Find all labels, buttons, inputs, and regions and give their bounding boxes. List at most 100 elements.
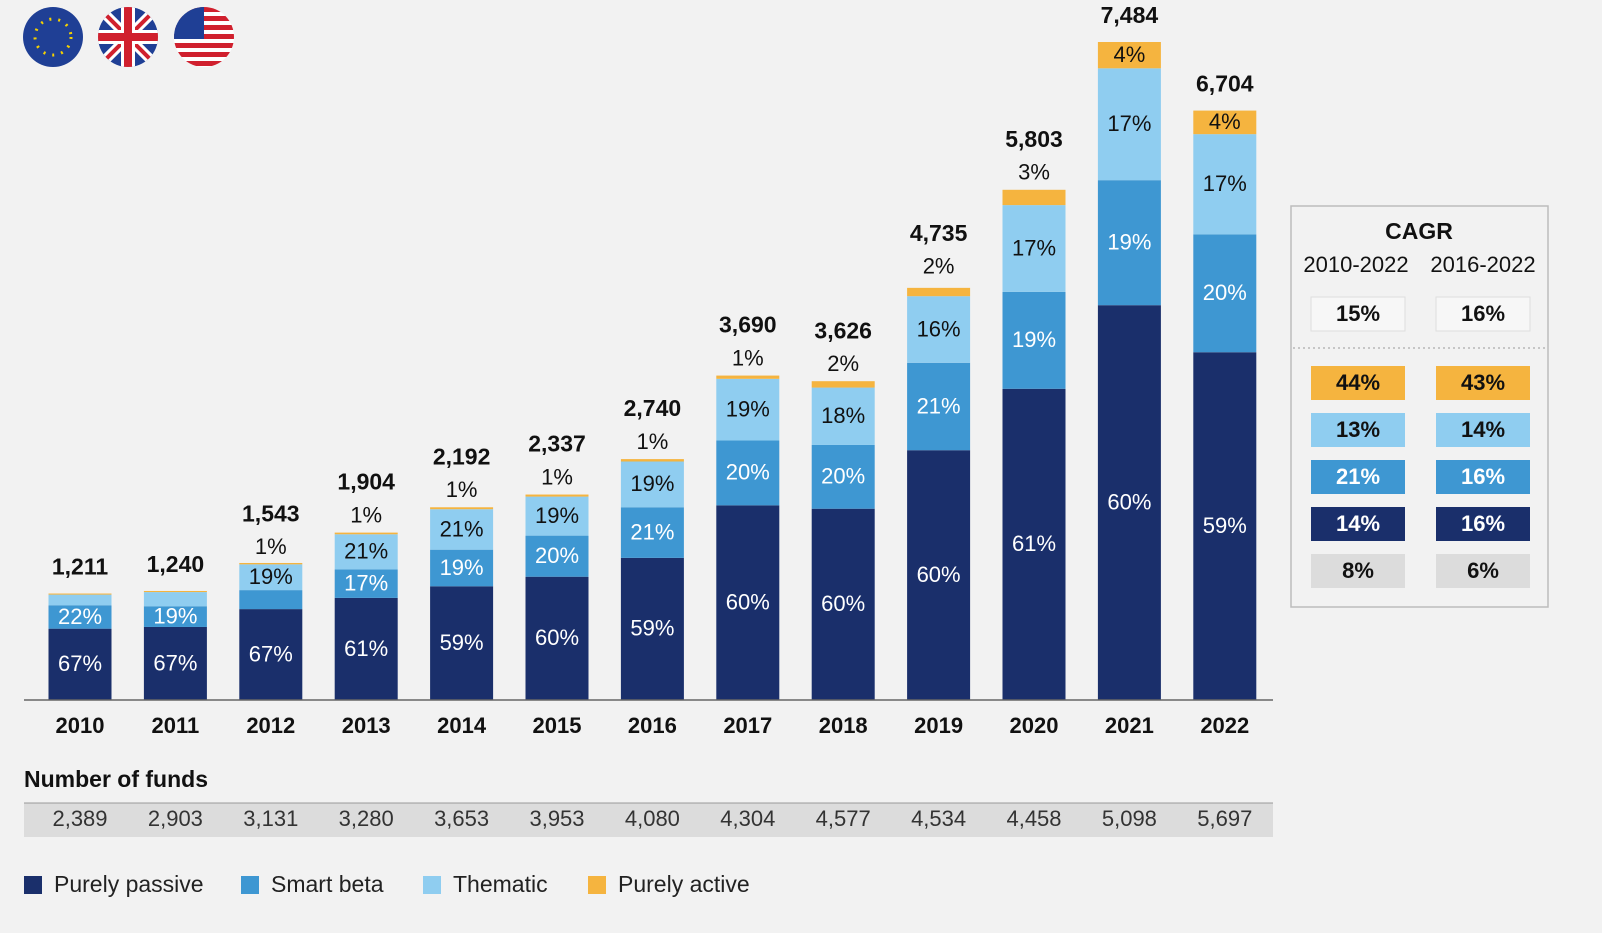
bar-segment	[334, 532, 398, 535]
segment-label: 60%	[1107, 489, 1151, 514]
funds-value: 3,131	[243, 806, 298, 831]
cagr-value: 16%	[1461, 511, 1505, 536]
segment-label: 17%	[344, 570, 388, 595]
segment-label: 20%	[821, 464, 865, 489]
bar-segment	[1002, 291, 1066, 389]
cagr-value: 16%	[1461, 301, 1505, 326]
bar-segment	[1193, 352, 1257, 700]
x-tick-label: 2016	[628, 713, 677, 738]
bar-segment	[48, 594, 112, 606]
segment-label: 1%	[541, 464, 573, 489]
bar-segment	[811, 444, 875, 509]
bar-segment	[430, 509, 494, 550]
bar-segment	[525, 496, 589, 536]
total-label: 3,626	[814, 317, 872, 343]
total-label: 1,904	[337, 469, 395, 495]
cagr-box	[1311, 554, 1405, 588]
bar-segment	[525, 494, 589, 497]
segment-label: 1%	[446, 477, 478, 502]
bar-segment	[1097, 68, 1161, 181]
bar-segment	[143, 606, 207, 627]
bar-segment	[334, 569, 398, 598]
segment-label: 20%	[726, 460, 770, 485]
segment-label: 19%	[1012, 327, 1056, 352]
cagr-value: 14%	[1461, 417, 1505, 442]
bar-segment	[430, 549, 494, 587]
funds-value: 4,534	[911, 806, 966, 831]
funds-value: 4,080	[625, 806, 680, 831]
total-label: 1,211	[52, 554, 108, 580]
cagr-box	[1436, 554, 1530, 588]
segment-label: 61%	[344, 636, 388, 661]
cagr-box	[1436, 460, 1530, 494]
funds-title: Number of funds	[24, 766, 208, 792]
segment-label: 17%	[1107, 111, 1151, 136]
funds-value: 3,280	[339, 806, 394, 831]
legend-swatch	[423, 876, 441, 894]
x-tick-label: 2015	[533, 713, 582, 738]
cagr-box	[1436, 507, 1530, 541]
segment-label: 21%	[440, 516, 484, 541]
segment-label: 1%	[255, 534, 287, 559]
segment-label: 19%	[440, 555, 484, 580]
bar-segment	[239, 590, 303, 610]
segment-label: 4%	[1209, 109, 1241, 134]
cagr-value: 15%	[1336, 301, 1380, 326]
total-label: 3,690	[719, 312, 777, 338]
x-tick-label: 2012	[246, 713, 295, 738]
flag-us	[174, 7, 234, 67]
funds-value: 2,903	[148, 806, 203, 831]
cagr-box	[1436, 413, 1530, 447]
legend-label: Thematic	[453, 871, 548, 897]
cagr-title: CAGR	[1385, 218, 1453, 244]
segment-label: 60%	[726, 589, 770, 614]
segment-label: 2%	[827, 351, 859, 376]
bar-segment	[430, 507, 494, 510]
bar-segment	[48, 593, 112, 595]
bar-segment	[811, 508, 875, 700]
segment-label: 19%	[1107, 230, 1151, 255]
cagr-value: 16%	[1461, 464, 1505, 489]
legend-label: Smart beta	[271, 871, 384, 897]
segment-label: 22%	[58, 604, 102, 629]
segment-label: 1%	[637, 429, 669, 454]
bar-segment	[1097, 42, 1161, 69]
bar-segment	[620, 459, 684, 462]
bar-segment	[1002, 388, 1066, 700]
cagr-value: 13%	[1336, 417, 1380, 442]
cagr-box	[1311, 366, 1405, 400]
bar-segment	[907, 362, 971, 451]
cagr-box	[1311, 507, 1405, 541]
bar-segment	[334, 597, 398, 700]
cagr-value: 6%	[1467, 558, 1499, 583]
bar-segment	[716, 375, 780, 379]
bar-segment	[620, 461, 684, 508]
total-label: 6,704	[1196, 71, 1254, 97]
legend-label: Purely passive	[54, 871, 204, 897]
x-tick-label: 2010	[56, 713, 105, 738]
segment-label: 16%	[917, 316, 961, 341]
segment-label: 18%	[821, 403, 865, 428]
bar-segment	[48, 628, 112, 700]
bar-segment	[1193, 134, 1257, 235]
cagr-box	[1435, 296, 1531, 332]
cagr-box	[1436, 366, 1530, 400]
bar-segment	[907, 450, 971, 700]
bar-segment	[620, 507, 684, 558]
cagr-value: 21%	[1336, 464, 1380, 489]
bar-segment	[907, 296, 971, 363]
segment-label: 60%	[821, 591, 865, 616]
bar-segment	[811, 387, 875, 445]
total-label: 2,337	[528, 431, 586, 457]
x-tick-label: 2019	[914, 713, 963, 738]
bar-segment	[716, 505, 780, 700]
bar-segment	[620, 557, 684, 700]
segment-label: 21%	[630, 519, 674, 544]
bar-segment	[239, 609, 303, 700]
bar-segment	[716, 440, 780, 506]
total-label: 2,740	[624, 395, 682, 421]
bar-segment	[1097, 305, 1161, 700]
bar-segment	[1193, 110, 1257, 135]
funds-value: 3,953	[529, 806, 584, 831]
cagr-box	[1311, 413, 1405, 447]
